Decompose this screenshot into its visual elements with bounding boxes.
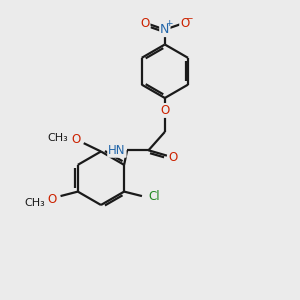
Text: O: O xyxy=(168,151,178,164)
Text: O: O xyxy=(180,17,189,30)
Text: CH₃: CH₃ xyxy=(24,198,45,208)
Text: O: O xyxy=(140,17,150,30)
Text: −: − xyxy=(185,13,193,22)
Text: HN: HN xyxy=(108,144,126,157)
Text: O: O xyxy=(71,133,80,146)
Text: O: O xyxy=(160,104,170,117)
Text: CH₃: CH₃ xyxy=(47,133,68,143)
Text: +: + xyxy=(166,19,173,28)
Text: O: O xyxy=(48,193,57,206)
Text: N: N xyxy=(160,23,170,36)
Text: Cl: Cl xyxy=(148,190,160,202)
